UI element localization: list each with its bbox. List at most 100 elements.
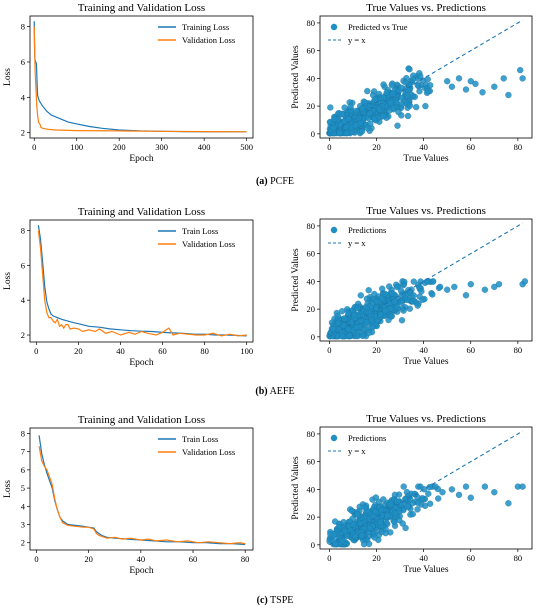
y-tick-label: 60 [307,457,316,467]
legend-label: Validation Loss [182,35,235,45]
x-tick-label: 40 [116,346,125,356]
scatter-point [347,103,354,110]
scatter-point [414,302,421,309]
legend-label: y = x [348,446,366,456]
scatter-point [500,75,507,82]
y-tick-label: 40 [307,484,316,494]
scatter-point [354,511,361,518]
y-tick-label: 20 [307,304,316,314]
scatter-point [376,106,383,113]
y-tick-label: 0 [311,332,315,342]
scatter-point [348,507,356,515]
scatter-point [352,533,359,540]
y-axis-label: Predicted Values [291,45,301,109]
caption-letter: (b) [255,386,267,397]
scatter-point [398,100,405,108]
scatter-point [467,281,474,288]
y-tick-label: 0 [311,540,315,550]
scatter-point [444,286,451,293]
scatter-point [402,524,409,532]
scatter-point [419,296,426,303]
scatter-point [394,122,401,129]
x-tick-label: 20 [372,553,381,563]
x-tick-label: 60 [467,345,476,355]
scatter-point [432,483,439,490]
legend-label: Validation Loss [182,239,235,249]
scatter-point [352,122,360,129]
identity-line [329,222,523,338]
y-tick-label: 20 [307,101,316,111]
y-tick-label: 0 [311,129,315,139]
scatter-point [358,532,365,539]
scatter-point [338,110,346,118]
scatter-point [387,500,395,508]
scatter-point [341,315,348,322]
x-tick-label: 60 [467,142,476,152]
scatter-point [444,78,451,85]
scatter-point [357,292,364,299]
scatter-point [334,312,341,320]
scatter-point [417,72,424,80]
scatter-point [330,124,337,132]
scatter-point [339,537,346,545]
loss-legend: Train Loss Validation Loss [158,434,235,457]
scatter-axes-frame [319,218,533,342]
legend-label: Train Loss [182,226,218,236]
scatter-legend: Predictions y = x [328,225,386,248]
scatter-point [380,496,387,503]
x-tick-label: 20 [372,142,381,152]
scatter-point [379,113,387,120]
scatter-point [414,499,422,507]
x-tick-label: 80 [514,142,523,152]
scatter-point [384,512,391,519]
scatter-point [448,83,456,90]
scatter-point [519,483,526,490]
x-tick-label: 40 [419,553,428,563]
scatter-point [517,66,524,74]
scatter-point [495,281,503,288]
scatter-point [392,504,399,511]
scatter-point [422,102,429,110]
scatter-point [429,278,437,285]
scatter-point [371,290,378,298]
y-tick-label: 2 [21,538,25,548]
scatter-point [357,317,365,324]
x-tick-label: 60 [189,554,198,564]
y-axis-label: Loss [3,480,13,498]
x-axis-label: Epoch [129,358,154,368]
identity-line [329,19,523,135]
scatter-point [491,83,498,90]
legend-label: Predicted vs True [348,22,408,32]
scatter-point [429,291,436,298]
chart-title: True Values vs. Predictions [366,2,486,14]
y-tick-label: 60 [307,249,316,259]
y-tick-label: 80 [307,18,316,28]
legend-label: Training Loss [182,22,229,32]
scatter-point [383,89,390,96]
y-tick-label: 4 [21,501,26,511]
x-tick-label: 60 [467,553,476,563]
scatter-point [391,518,398,525]
legend-label: Train Loss [182,434,218,444]
scatter-point [387,99,394,107]
legend-label: y = x [348,35,366,45]
legend-marker [330,23,338,31]
y-axis-label: Predicted Values [291,248,301,312]
scatter-point [472,80,479,88]
y-tick-label: 8 [21,225,25,235]
scatter-point [331,518,339,525]
legend-label: Validation Loss [182,447,235,457]
scatter-point [365,329,373,336]
scatter-chart: True Values vs. Predictions 0 20 40 60 80 0 20 4… [291,2,533,164]
x-tick-label: 200 [113,142,126,152]
scatter-chart: True Values vs. Predictions 0 20 40 60 80 0 20 4… [291,413,533,575]
scatter-point [467,78,474,85]
x-tick-label: 0 [327,553,331,563]
y-tick-label: 8 [21,22,25,32]
scatter-point [391,491,399,499]
scatter-point [371,534,378,541]
x-tick-label: 100 [240,346,253,356]
subfigure-caption: (a) PCFE [256,176,294,187]
legend-label: y = x [348,238,366,248]
